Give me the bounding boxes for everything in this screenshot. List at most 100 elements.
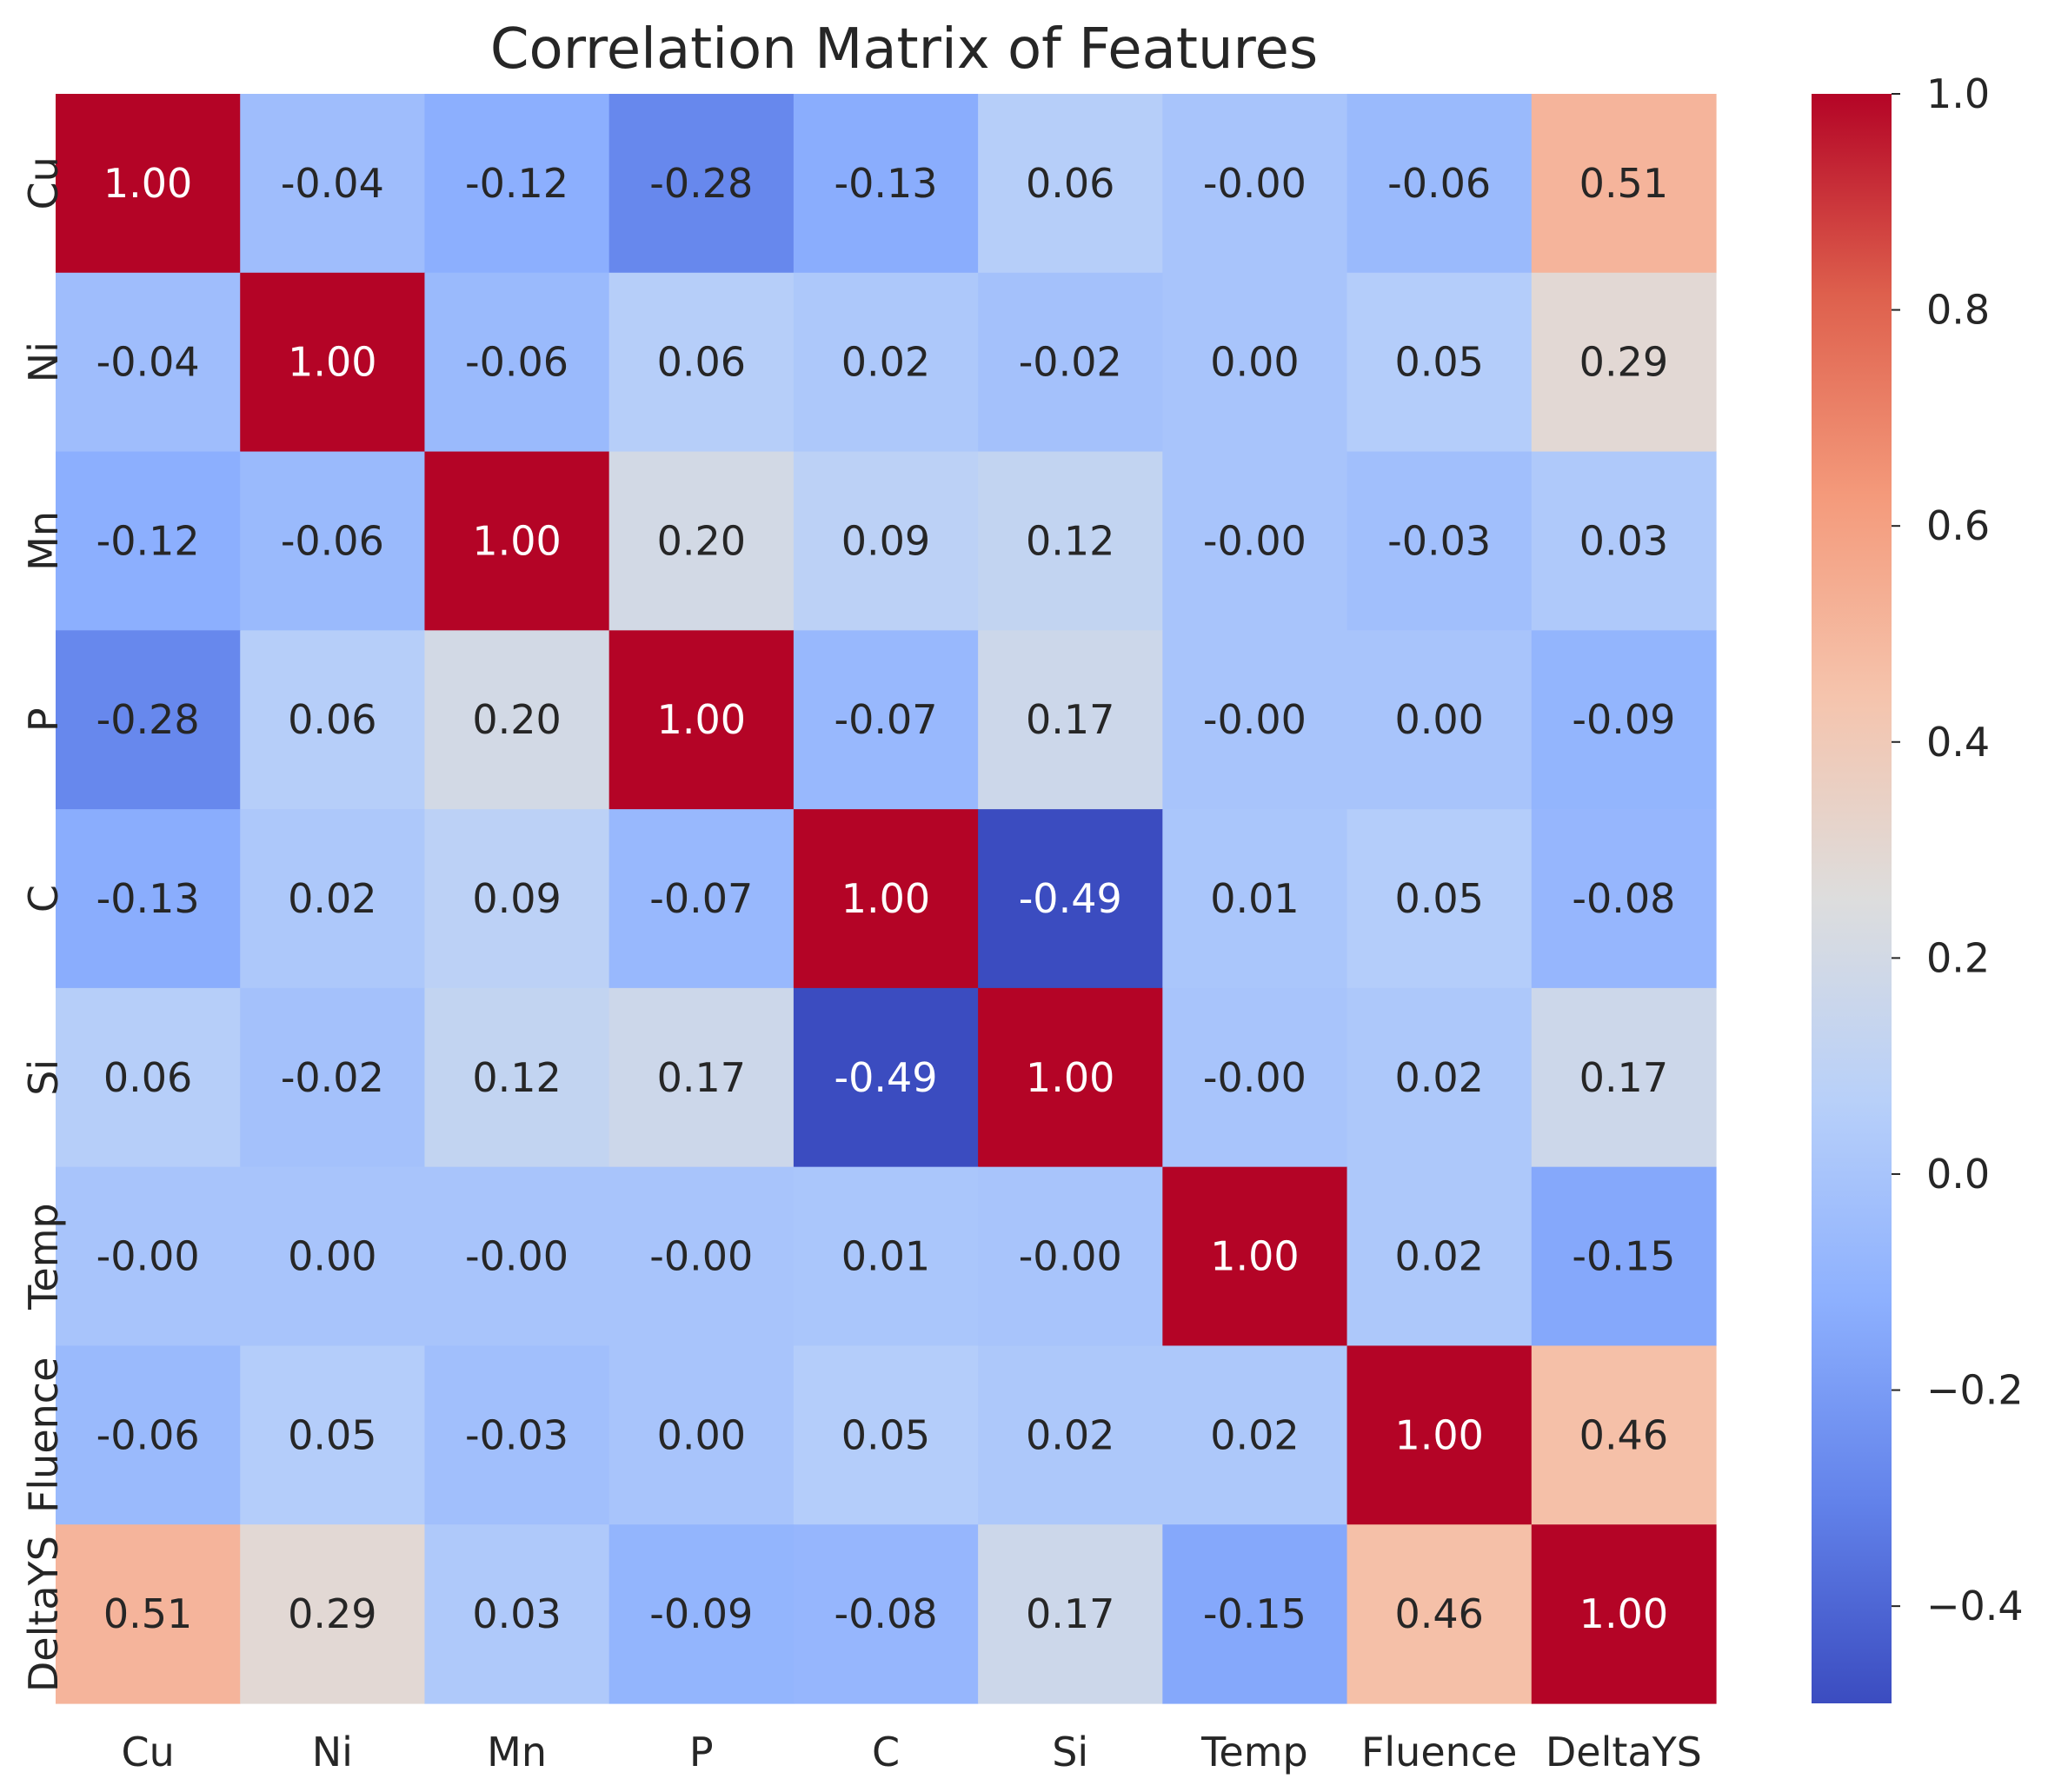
cell-label-c-p: -0.07 xyxy=(649,875,753,922)
cell-label-si-deltays: 0.17 xyxy=(1579,1054,1668,1101)
y-tick-fluence: Fluence xyxy=(20,1357,67,1513)
cell-label-p-deltays: -0.09 xyxy=(1572,696,1675,743)
cell-temp-c xyxy=(793,1166,979,1347)
cell-label-p-fluence: 0.00 xyxy=(1394,696,1483,743)
cell-label-p-c: -0.07 xyxy=(834,696,937,743)
cell-label-cu-mn: -0.12 xyxy=(465,160,569,207)
cell-label-cu-c: -0.13 xyxy=(834,160,937,207)
cell-label-c-temp: 0.01 xyxy=(1210,875,1299,922)
cell-label-fluence-cu: -0.06 xyxy=(96,1411,200,1458)
cell-label-ni-cu: -0.04 xyxy=(96,339,200,386)
cell-deltays-deltays xyxy=(1531,1524,1717,1704)
cell-label-c-cu: -0.13 xyxy=(96,875,200,922)
colorbar-tick-label: 0.4 xyxy=(1926,719,1990,766)
colorbar-tick-label: 1.0 xyxy=(1926,70,1990,117)
colorbar-gradient xyxy=(1812,94,1892,1703)
cell-label-deltays-temp: -0.15 xyxy=(1203,1590,1307,1637)
cell-p-ni xyxy=(240,630,426,810)
x-tick-p: P xyxy=(689,1729,714,1775)
cell-label-cu-ni: -0.04 xyxy=(281,160,384,207)
cell-fluence-p xyxy=(608,1345,795,1525)
cell-label-deltays-deltays: 1.00 xyxy=(1579,1590,1668,1637)
cell-cu-deltays xyxy=(1531,94,1717,274)
cell-cu-c xyxy=(793,94,979,274)
cell-cu-si xyxy=(978,94,1163,274)
cell-label-fluence-p: 0.00 xyxy=(657,1411,746,1458)
cell-fluence-mn xyxy=(424,1345,610,1525)
cell-label-mn-c: 0.09 xyxy=(841,517,930,564)
cell-label-c-ni: 0.02 xyxy=(288,875,376,922)
cell-mn-cu xyxy=(56,451,241,631)
colorbar-tick-label: 0.2 xyxy=(1926,934,1990,981)
colorbar-tick-label: 0.8 xyxy=(1926,287,1990,334)
x-tick-cu: Cu xyxy=(121,1729,174,1775)
cell-si-ni xyxy=(240,987,426,1168)
cell-label-cu-si: 0.06 xyxy=(1026,160,1114,207)
cell-label-temp-deltays: -0.15 xyxy=(1572,1233,1675,1280)
cell-mn-temp xyxy=(1162,451,1348,631)
cell-label-ni-mn: -0.06 xyxy=(465,339,569,386)
x-tick-deltays: DeltaYS xyxy=(1546,1729,1702,1775)
cell-si-p xyxy=(608,987,795,1168)
cell-ni-ni xyxy=(240,272,426,453)
cell-label-ni-temp: 0.00 xyxy=(1210,339,1299,386)
cell-label-ni-si: -0.02 xyxy=(1019,339,1122,386)
cell-label-c-mn: 0.09 xyxy=(472,875,561,922)
cell-ni-mn xyxy=(424,272,610,453)
cell-label-temp-mn: -0.00 xyxy=(465,1233,569,1280)
cell-cu-temp xyxy=(1162,94,1348,274)
cell-label-temp-fluence: 0.02 xyxy=(1394,1233,1483,1280)
cell-label-mn-deltays: 0.03 xyxy=(1579,517,1668,564)
cell-label-fluence-ni: 0.05 xyxy=(288,1411,376,1458)
cell-cu-p xyxy=(608,94,795,274)
cell-label-si-ni: -0.02 xyxy=(281,1054,384,1101)
cell-fluence-temp xyxy=(1162,1345,1348,1525)
cell-deltays-temp xyxy=(1162,1524,1348,1704)
cell-label-cu-deltays: 0.51 xyxy=(1579,160,1668,207)
cell-p-deltays xyxy=(1531,630,1717,810)
colorbar-tick-label: 0.6 xyxy=(1926,502,1990,549)
cell-label-si-temp: -0.00 xyxy=(1203,1054,1307,1101)
cell-si-deltays xyxy=(1531,987,1717,1168)
cell-temp-cu xyxy=(56,1166,241,1347)
cell-c-mn xyxy=(424,809,610,989)
cell-p-p xyxy=(608,630,795,810)
cell-label-c-si: -0.49 xyxy=(1019,875,1122,922)
x-axis-tick-labels: Cu Ni Mn P C Si Temp Fluence DeltaYS xyxy=(121,1729,1701,1775)
cell-temp-ni xyxy=(240,1166,426,1347)
cell-label-mn-si: 0.12 xyxy=(1026,517,1114,564)
x-tick-ni: Ni xyxy=(312,1729,353,1775)
cell-label-cu-temp: -0.00 xyxy=(1203,160,1307,207)
x-tick-c: C xyxy=(872,1729,900,1775)
cell-label-p-temp: -0.00 xyxy=(1203,696,1307,743)
cell-p-si xyxy=(978,630,1163,810)
cell-si-fluence xyxy=(1346,987,1533,1168)
cell-label-ni-c: 0.02 xyxy=(841,339,930,386)
heatmap-cells: 1.00 -0.04 -0.12 -0.28 -0.13 0.06 -0.00 -0.06 0.… xyxy=(56,94,1717,1704)
cell-label-temp-ni: 0.00 xyxy=(288,1233,376,1280)
cell-fluence-fluence xyxy=(1346,1345,1533,1525)
cell-temp-deltays xyxy=(1531,1166,1717,1347)
cell-deltays-fluence xyxy=(1346,1524,1533,1704)
cell-c-temp xyxy=(1162,809,1348,989)
cell-label-cu-cu: 1.00 xyxy=(103,160,192,207)
cell-temp-si xyxy=(978,1166,1163,1347)
cell-mn-ni xyxy=(240,451,426,631)
cell-cu-fluence xyxy=(1346,94,1533,274)
cell-label-mn-mn: 1.00 xyxy=(472,517,561,564)
cell-ni-p xyxy=(608,272,795,453)
cell-label-ni-ni: 1.00 xyxy=(288,339,376,386)
cell-temp-fluence xyxy=(1346,1166,1533,1347)
cell-label-si-si: 1.00 xyxy=(1026,1054,1114,1101)
cell-temp-temp xyxy=(1162,1166,1348,1347)
y-tick-c: C xyxy=(20,885,67,913)
colorbar-tick-label: −0.2 xyxy=(1926,1367,2024,1414)
cell-label-fluence-c: 0.05 xyxy=(841,1411,930,1458)
cell-temp-p xyxy=(608,1166,795,1347)
cell-label-c-deltays: -0.08 xyxy=(1572,875,1675,922)
y-tick-mn: Mn xyxy=(20,511,67,571)
cell-p-fluence xyxy=(1346,630,1533,810)
cell-cu-cu xyxy=(56,94,241,274)
cell-ni-c xyxy=(793,272,979,453)
cell-mn-si xyxy=(978,451,1163,631)
